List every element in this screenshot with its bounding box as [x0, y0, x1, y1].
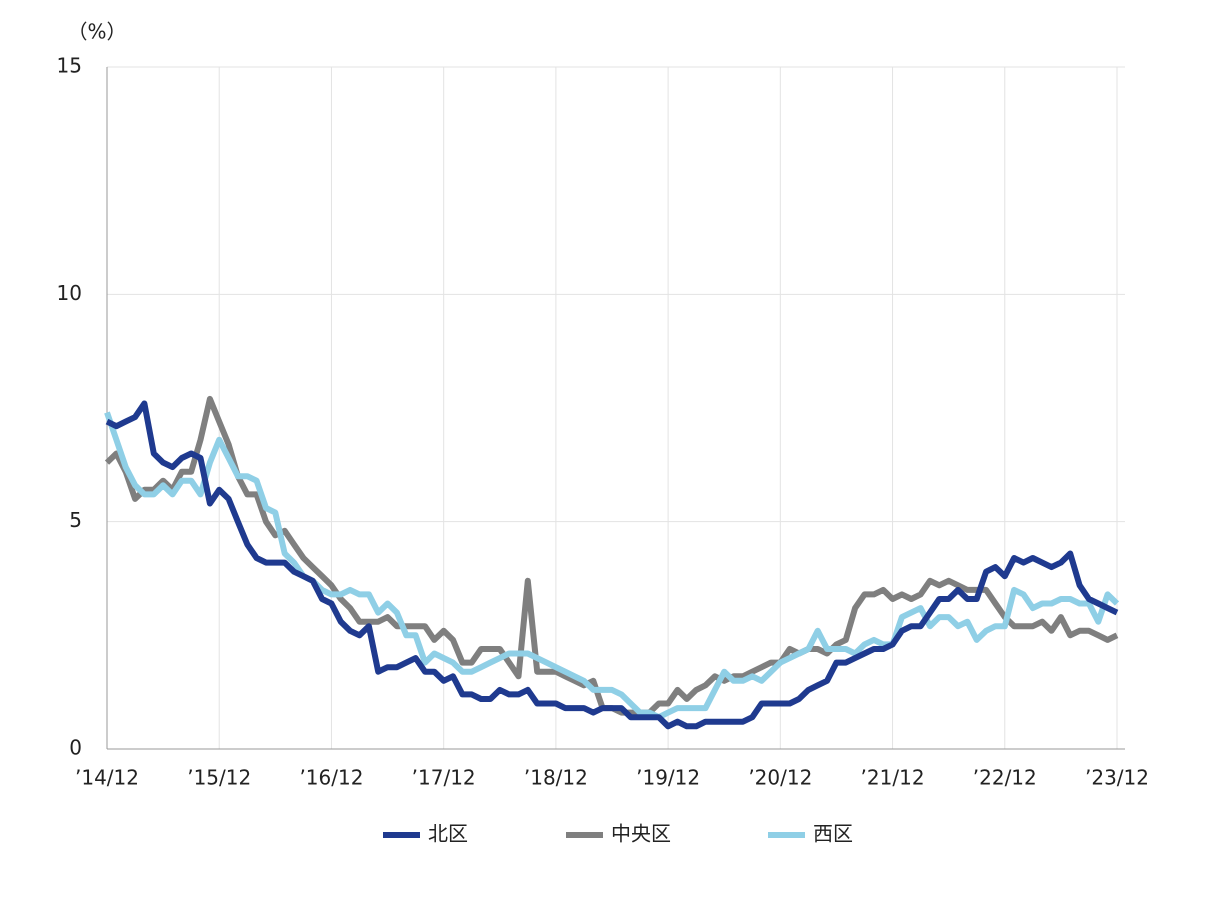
legend-label: 西区 — [813, 822, 853, 846]
series-line — [104, 411, 1120, 721]
x-tick-label: ’16/12 — [299, 766, 363, 790]
y-tick-label: 15 — [57, 54, 82, 78]
x-tick-label: ’19/12 — [636, 766, 700, 790]
y-tick-label: 5 — [69, 508, 82, 532]
x-tick-label: ’22/12 — [973, 766, 1037, 790]
x-tick-label: ’18/12 — [524, 766, 588, 790]
y-tick-label: 10 — [57, 281, 82, 305]
y-axis-label: （%） — [67, 20, 126, 44]
x-tick-label: ’14/12 — [75, 766, 139, 790]
y-tick-label: 0 — [69, 736, 82, 760]
series-line — [105, 400, 1119, 730]
x-tick-label: ’15/12 — [187, 766, 251, 790]
legend-label: 北区 — [428, 822, 468, 846]
x-tick-label: ’21/12 — [861, 766, 925, 790]
x-tick-label: ’20/12 — [748, 766, 812, 790]
legend-label: 中央区 — [611, 822, 671, 846]
x-tick-label: ’23/12 — [1085, 766, 1149, 790]
x-tick-label: ’17/12 — [412, 766, 476, 790]
